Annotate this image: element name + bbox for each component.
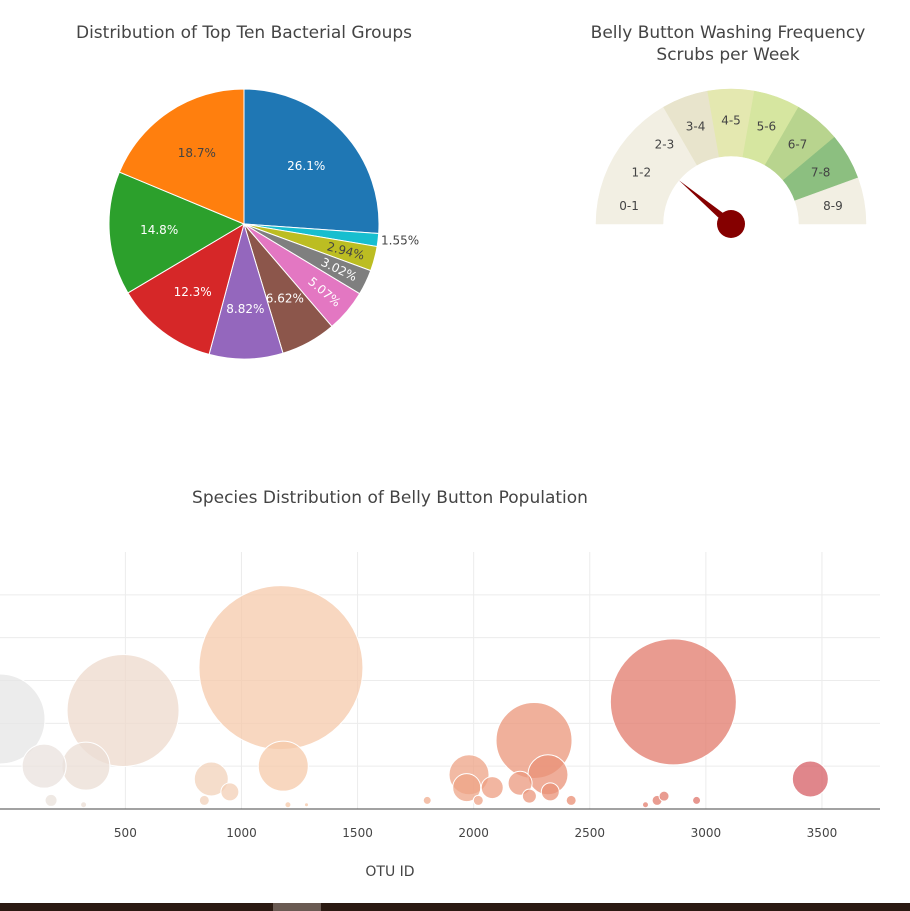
x-tick-label: 3500 <box>807 826 838 840</box>
bubble[interactable] <box>303 802 309 808</box>
bubble[interactable] <box>609 638 737 766</box>
x-tick-label: 2500 <box>574 826 605 840</box>
bubble[interactable] <box>66 653 180 767</box>
bubble[interactable] <box>257 740 309 792</box>
gauge-title-line2: Scrubs per Week <box>656 45 800 65</box>
bubble[interactable] <box>565 794 577 806</box>
pie-slice[interactable] <box>243 88 380 235</box>
pie-chart-title: Distribution of Top Ten Bacterial Groups <box>75 23 412 43</box>
bubble[interactable] <box>791 760 829 798</box>
pie-slice-label: 1.55% <box>381 233 419 247</box>
bubble[interactable] <box>21 743 67 789</box>
horizontal-scrollbar[interactable] <box>0 903 910 911</box>
gauge-band-label: 3-4 <box>686 120 706 134</box>
pie-slice[interactable] <box>127 222 245 356</box>
bubble[interactable] <box>507 770 533 796</box>
bubble[interactable] <box>472 794 484 806</box>
pie-slice[interactable] <box>118 88 245 225</box>
bubble[interactable] <box>521 788 537 804</box>
pie-slice-label: 26.1% <box>287 159 325 173</box>
pie-slice-label: 18.7% <box>178 146 216 160</box>
bubble[interactable] <box>193 761 229 797</box>
gauge-band[interactable] <box>794 177 867 225</box>
gauge-band-label: 2-3 <box>655 138 675 152</box>
gauge-band-label: 4-5 <box>721 114 741 128</box>
gauge-band-label: 0-1 <box>619 199 639 213</box>
x-axis-label: OTU ID <box>365 864 414 880</box>
x-tick-label: 500 <box>114 826 137 840</box>
pie-slice-label: 6.62% <box>266 292 304 306</box>
bubble[interactable] <box>480 776 504 800</box>
pie-slice[interactable] <box>108 171 246 294</box>
gauge-band-label: 6-7 <box>788 138 808 152</box>
x-tick-label: 1000 <box>226 826 257 840</box>
pie-slice-label: 14.8% <box>140 223 178 237</box>
gauge-band-label: 8-9 <box>823 199 843 213</box>
gauge-band-label: 1-2 <box>632 165 652 179</box>
bubble[interactable] <box>198 585 364 751</box>
gauge-band-label: 7-8 <box>811 165 831 179</box>
bubble[interactable] <box>198 794 210 806</box>
gauge-band-label: 5-6 <box>757 120 777 134</box>
pie-slice-label: 12.3% <box>174 285 212 299</box>
x-tick-label: 1500 <box>342 826 373 840</box>
pie-slice-label: 8.82% <box>226 302 264 316</box>
bubble[interactable] <box>422 795 432 805</box>
gauge-needle <box>678 180 734 228</box>
bubble[interactable] <box>220 782 240 802</box>
gauge-chart-title: Belly Button Washing Frequency Scrubs pe… <box>568 22 888 66</box>
bubble[interactable] <box>80 801 88 809</box>
gauge-needle-hub <box>717 210 745 238</box>
scrollbar-thumb[interactable] <box>273 903 321 911</box>
bubble[interactable] <box>0 673 46 765</box>
bubble-chart-title: Species Distribution of Belly Button Pop… <box>192 488 588 508</box>
bubble[interactable] <box>452 773 482 803</box>
x-tick-label: 2000 <box>458 826 489 840</box>
gauge-title-line1: Belly Button Washing Frequency <box>590 23 866 43</box>
bubble[interactable] <box>658 790 670 802</box>
bubble[interactable] <box>44 793 58 807</box>
bubble[interactable] <box>692 795 702 805</box>
bubble[interactable] <box>641 801 649 809</box>
x-tick-label: 3000 <box>691 826 722 840</box>
bubble[interactable] <box>284 801 292 809</box>
bubble[interactable] <box>61 741 111 791</box>
bubble[interactable] <box>540 782 560 802</box>
